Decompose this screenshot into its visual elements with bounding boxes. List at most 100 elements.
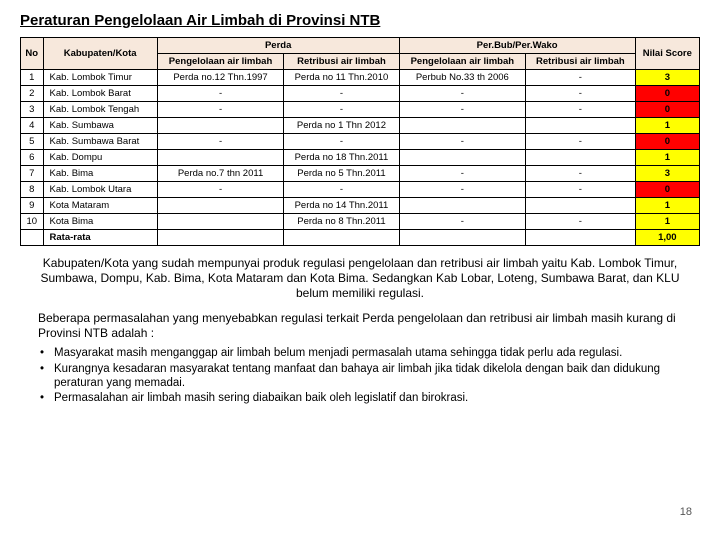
bullet-dot: • — [40, 363, 54, 391]
cell-c2: Perda no 1 Thn 2012 — [284, 118, 399, 134]
cell-kab: Kota Mataram — [43, 198, 157, 214]
cell-kab: Kab. Lombok Barat — [43, 86, 157, 102]
cell-kab: Kota Bima — [43, 214, 157, 230]
col-peng2: Pengelolaan air limbah — [399, 54, 526, 70]
cell-c2: - — [284, 102, 399, 118]
bullet-text: Masyarakat masih menganggap air limbah b… — [54, 347, 680, 361]
cell-kab: Kab. Lombok Utara — [43, 182, 157, 198]
col-perda: Perda — [157, 38, 399, 54]
cell-c3: - — [399, 134, 526, 150]
paragraph-1: Kabupaten/Kota yang sudah mempunyai prod… — [38, 256, 682, 301]
cell-c1: Perda no.7 thn 2011 — [157, 166, 284, 182]
table-row: 1Kab. Lombok TimurPerda no.12 Thn.1997Pe… — [21, 70, 700, 86]
cell-no: 5 — [21, 134, 44, 150]
cell-score: 1 — [635, 118, 699, 134]
cell-c3: - — [399, 86, 526, 102]
col-perbub: Per.Bub/Per.Wako — [399, 38, 635, 54]
cell-kab: Kab. Bima — [43, 166, 157, 182]
rata-value: 1,00 — [635, 230, 699, 246]
table-row: 9Kota Mataram Perda no 14 Thn.2011 1 — [21, 198, 700, 214]
cell-no: 1 — [21, 70, 44, 86]
cell-c3: - — [399, 214, 526, 230]
cell-c4: - — [526, 182, 636, 198]
page-title: Peraturan Pengelolaan Air Limbah di Prov… — [20, 12, 700, 29]
cell-c1 — [157, 150, 284, 166]
cell-kab: Kab. Lombok Timur — [43, 70, 157, 86]
table-row: 10Kota BimaPerda no 8 Thn.2011--1 — [21, 214, 700, 230]
cell-c2: Perda no 18 Thn.2011 — [284, 150, 399, 166]
cell-c2: - — [284, 182, 399, 198]
cell-c2: - — [284, 86, 399, 102]
cell-score: 1 — [635, 150, 699, 166]
cell-c2: Perda no 5 Thn.2011 — [284, 166, 399, 182]
cell-kab: Kab. Lombok Tengah — [43, 102, 157, 118]
cell-c1: - — [157, 86, 284, 102]
col-peng1: Pengelolaan air limbah — [157, 54, 284, 70]
table-row: 2Kab. Lombok Barat----0 — [21, 86, 700, 102]
cell-c4 — [526, 150, 636, 166]
list-item: •Masyarakat masih menganggap air limbah … — [40, 347, 680, 361]
cell-c1: - — [157, 134, 284, 150]
cell-no: 4 — [21, 118, 44, 134]
col-kab: Kabupaten/Kota — [43, 38, 157, 70]
cell-c4 — [526, 118, 636, 134]
cell-c4: - — [526, 134, 636, 150]
bullet-text: Kurangnya kesadaran masyarakat tentang m… — [54, 363, 680, 391]
cell-c4 — [526, 198, 636, 214]
cell-c2: - — [284, 134, 399, 150]
table-row: 6Kab. DompuPerda no 18 Thn.20111 — [21, 150, 700, 166]
cell-c1 — [157, 198, 284, 214]
cell-c3: Perbub No.33 th 2006 — [399, 70, 526, 86]
cell-c4: - — [526, 214, 636, 230]
cell-no: 6 — [21, 150, 44, 166]
cell-c3 — [399, 198, 526, 214]
cell-score: 0 — [635, 86, 699, 102]
cell-no: 7 — [21, 166, 44, 182]
list-item: •Kurangnya kesadaran masyarakat tentang … — [40, 363, 680, 391]
cell-no: 3 — [21, 102, 44, 118]
paragraph-2: Beberapa permasalahan yang menyebabkan r… — [38, 311, 682, 341]
table-row: 8Kab. Lombok Utara----0 — [21, 182, 700, 198]
cell-c1: - — [157, 182, 284, 198]
col-retr1: Retribusi air limbah — [284, 54, 399, 70]
cell-score: 3 — [635, 166, 699, 182]
cell-c2: Perda no 11 Thn.2010 — [284, 70, 399, 86]
table-row: 5Kab. Sumbawa Barat----0 — [21, 134, 700, 150]
cell-c3: - — [399, 102, 526, 118]
table-row: 4Kab. Sumbawa Perda no 1 Thn 2012 1 — [21, 118, 700, 134]
cell-c2: Perda no 14 Thn.2011 — [284, 198, 399, 214]
bullet-dot: • — [40, 392, 54, 406]
bullet-text: Permasalahan air limbah masih sering dia… — [54, 392, 680, 406]
cell-c3 — [399, 150, 526, 166]
cell-kab: Kab. Sumbawa — [43, 118, 157, 134]
cell-score: 0 — [635, 182, 699, 198]
cell-c1: - — [157, 102, 284, 118]
cell-kab: Kab. Sumbawa Barat — [43, 134, 157, 150]
cell-c1 — [157, 214, 284, 230]
cell-score: 1 — [635, 198, 699, 214]
table-row: 7Kab. BimaPerda no.7 thn 2011Perda no 5 … — [21, 166, 700, 182]
cell-score: 0 — [635, 134, 699, 150]
cell-score: 3 — [635, 70, 699, 86]
cell-c3 — [399, 118, 526, 134]
cell-no: 10 — [21, 214, 44, 230]
table-row: 3Kab. Lombok Tengah----0 — [21, 102, 700, 118]
col-retr2: Retribusi air limbah — [526, 54, 636, 70]
cell-c4: - — [526, 166, 636, 182]
cell-no: 9 — [21, 198, 44, 214]
cell-c1 — [157, 118, 284, 134]
cell-c4: - — [526, 70, 636, 86]
col-nilai: Nilai Score — [635, 38, 699, 70]
cell-c3: - — [399, 166, 526, 182]
cell-c3: - — [399, 182, 526, 198]
cell-score: 1 — [635, 214, 699, 230]
cell-score: 0 — [635, 102, 699, 118]
list-item: •Permasalahan air limbah masih sering di… — [40, 392, 680, 406]
bullet-list: •Masyarakat masih menganggap air limbah … — [40, 347, 680, 406]
cell-c1: Perda no.12 Thn.1997 — [157, 70, 284, 86]
cell-c4: - — [526, 102, 636, 118]
col-no: No — [21, 38, 44, 70]
cell-c4: - — [526, 86, 636, 102]
rata-label: Rata-rata — [43, 230, 157, 246]
page-number: 18 — [680, 506, 692, 518]
